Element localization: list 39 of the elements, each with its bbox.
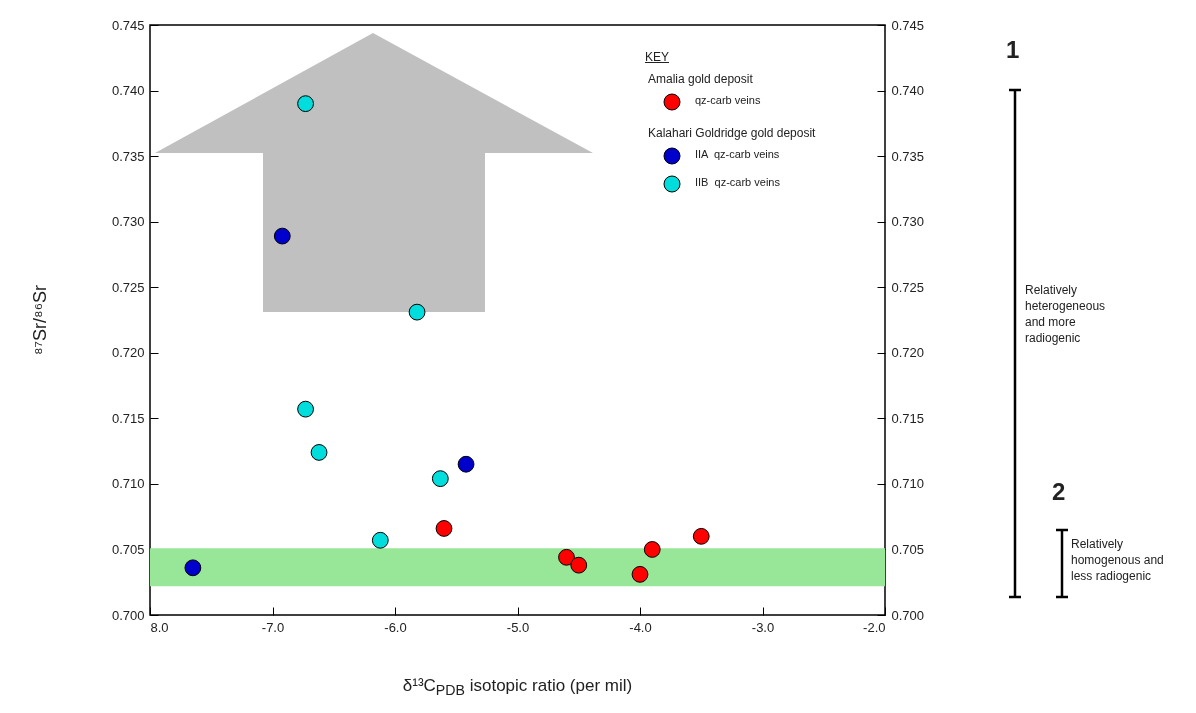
annotation: Amalia gold deposit: [648, 72, 753, 86]
x-tick-label: -7.0: [261, 619, 285, 635]
x-tick-label: -2.0: [863, 619, 886, 635]
text: Relatively heterogeneous and more radiogenic: [1025, 282, 1107, 346]
y-tick-label: 0.725: [111, 279, 145, 295]
y2-tick-label: 0.710: [891, 476, 925, 492]
legend-label: IIB qz-carb veins: [695, 176, 780, 188]
y2-tick-label: 0.725: [891, 279, 925, 295]
y-tick-label: 0.710: [111, 476, 145, 492]
y-tick-label: 0.735: [111, 148, 145, 164]
y-tick-label: 0.715: [111, 410, 145, 426]
text: Relatively homogenous and less radiogenic: [1071, 536, 1165, 584]
y-tick-label: 0.740: [111, 83, 145, 99]
y2-tick-label: 0.745: [891, 17, 925, 33]
x-tick-label: -4.0: [629, 619, 652, 635]
legend-label: IIA qz-carb veins: [695, 148, 780, 160]
x-tick-label: -5.0: [506, 619, 530, 635]
x-axis-title: δ¹³C$_{PDB}$ isotopic ratio (per mil): [402, 676, 633, 699]
annotation: Kalahari Goldridge gold deposit: [648, 126, 816, 140]
y-axis-title: ⁸⁷Sr/⁸⁶Sr: [29, 284, 51, 356]
y2-tick-label: 0.720: [891, 345, 925, 361]
y2-tick-label: 0.735: [891, 148, 925, 164]
y-tick-label: 0.745: [111, 17, 145, 33]
text: 1: [1006, 36, 1020, 64]
y-tick-label: 0.705: [111, 541, 145, 557]
x-tick-label: -6.0: [384, 619, 407, 635]
y-tick-label: 0.730: [111, 214, 145, 230]
x-tick-label: -3.0: [751, 619, 775, 635]
y2-tick-label: 0.705: [891, 541, 925, 557]
text: 2: [1052, 478, 1066, 506]
y2-tick-label: 0.700: [891, 607, 925, 623]
y2-tick-label: 0.715: [891, 410, 925, 426]
legend-title: KEY: [645, 50, 670, 64]
y-tick-label: 0.720: [111, 345, 145, 361]
y2-tick-label: 0.740: [891, 83, 925, 99]
y2-tick-label: 0.730: [891, 214, 925, 230]
legend-label: qz-carb veins: [695, 94, 761, 106]
x-tick-label: 8.0: [150, 619, 169, 635]
y-tick-label: 0.700: [111, 607, 145, 623]
